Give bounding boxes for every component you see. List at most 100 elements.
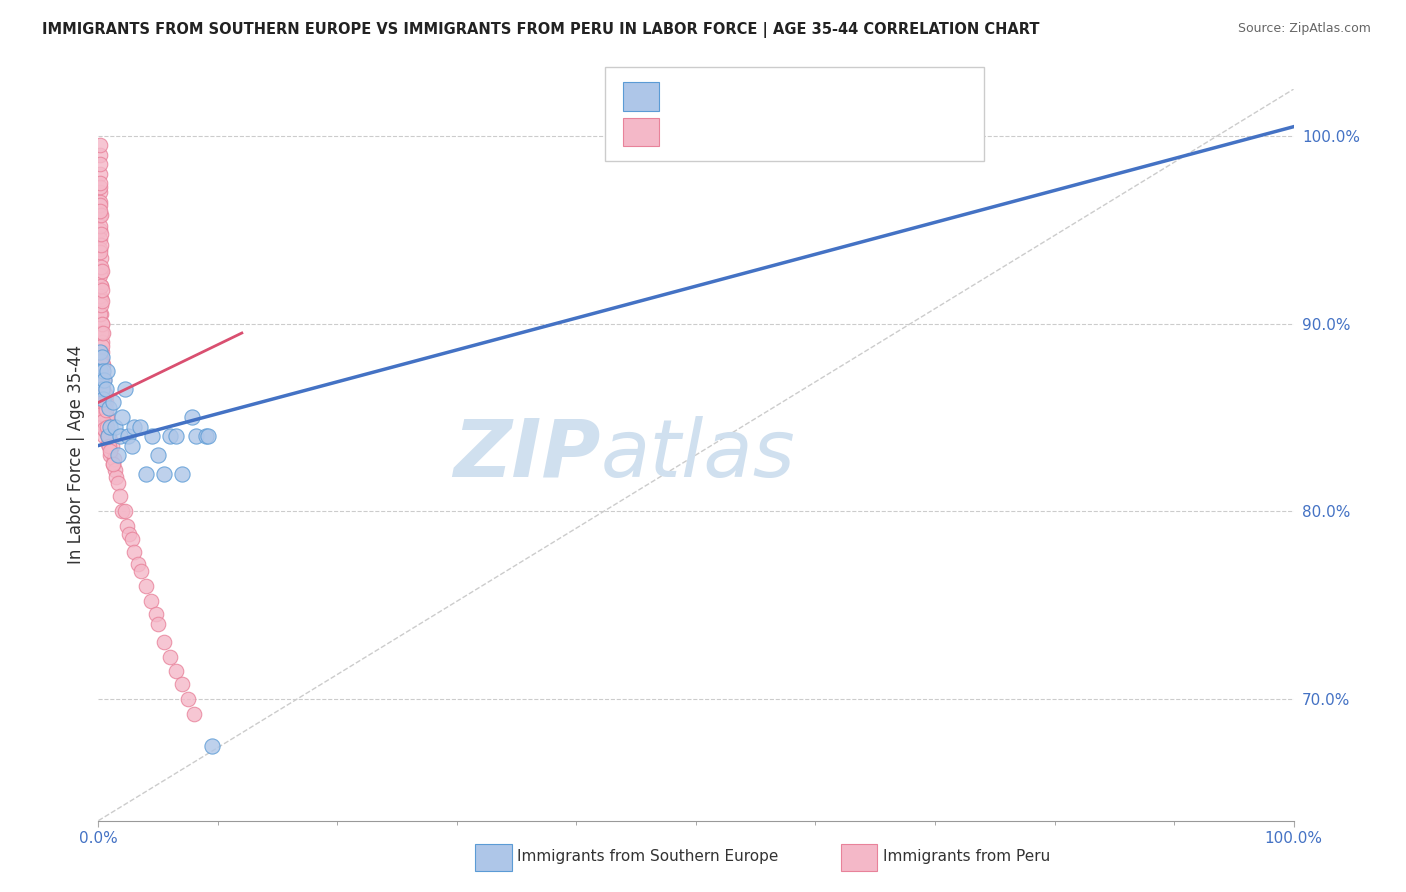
Point bbox=[90, 292, 112, 306]
Point bbox=[91, 392, 114, 406]
Point bbox=[94, 388, 117, 402]
Point bbox=[131, 564, 153, 578]
Point bbox=[94, 395, 117, 409]
Point bbox=[101, 395, 124, 409]
Point bbox=[93, 395, 115, 409]
Text: ZIP: ZIP bbox=[453, 416, 600, 494]
Point bbox=[89, 288, 111, 302]
Text: Source: ZipAtlas.com: Source: ZipAtlas.com bbox=[1237, 22, 1371, 36]
Point bbox=[89, 198, 111, 212]
Point bbox=[91, 392, 114, 406]
Point bbox=[89, 148, 111, 162]
Point bbox=[141, 429, 163, 443]
Point bbox=[201, 739, 224, 753]
Point bbox=[91, 326, 114, 340]
Point bbox=[121, 438, 143, 452]
Text: R =: R = bbox=[668, 125, 702, 139]
Point bbox=[165, 429, 187, 443]
Point bbox=[153, 635, 176, 649]
Point bbox=[90, 373, 112, 387]
Point bbox=[89, 363, 111, 377]
Point bbox=[93, 395, 115, 409]
Point bbox=[91, 363, 114, 377]
Point bbox=[98, 433, 122, 447]
Text: atlas: atlas bbox=[600, 416, 796, 494]
Point bbox=[89, 245, 111, 260]
Point bbox=[153, 467, 176, 481]
Point bbox=[97, 429, 120, 443]
Point bbox=[90, 251, 112, 265]
Point bbox=[91, 294, 114, 309]
Point bbox=[114, 382, 136, 396]
Point bbox=[91, 317, 114, 331]
Point bbox=[91, 380, 114, 394]
Point bbox=[180, 410, 202, 425]
Point bbox=[89, 208, 111, 222]
Point bbox=[93, 407, 115, 421]
Point bbox=[91, 344, 114, 359]
Point bbox=[96, 419, 118, 434]
Point bbox=[90, 208, 112, 222]
Point bbox=[129, 419, 152, 434]
Point bbox=[104, 419, 127, 434]
Point bbox=[91, 369, 114, 384]
Point bbox=[91, 358, 114, 372]
Point bbox=[89, 204, 111, 219]
Point bbox=[98, 429, 121, 443]
Point bbox=[89, 194, 111, 209]
Point bbox=[89, 268, 111, 282]
Text: N =: N = bbox=[773, 125, 807, 139]
Point bbox=[90, 298, 112, 312]
Text: 0.303: 0.303 bbox=[707, 125, 755, 139]
Point bbox=[98, 438, 121, 452]
Point bbox=[93, 373, 115, 387]
Point bbox=[127, 557, 149, 571]
Point bbox=[91, 351, 114, 365]
Point bbox=[100, 438, 122, 452]
Point bbox=[90, 279, 112, 293]
Point bbox=[89, 242, 111, 256]
Point bbox=[117, 429, 139, 443]
Text: N =: N = bbox=[773, 89, 807, 103]
Point bbox=[89, 344, 111, 359]
Point bbox=[91, 407, 114, 421]
Point bbox=[104, 463, 127, 477]
Point bbox=[108, 429, 131, 443]
Point bbox=[97, 436, 120, 450]
Point bbox=[93, 422, 115, 436]
Point bbox=[105, 470, 128, 484]
Point bbox=[90, 264, 112, 278]
Point bbox=[107, 476, 129, 491]
Text: 0.417: 0.417 bbox=[707, 89, 755, 103]
Point bbox=[172, 467, 194, 481]
Point bbox=[186, 429, 208, 443]
Point bbox=[91, 339, 114, 353]
Point bbox=[91, 317, 114, 331]
Point bbox=[97, 429, 120, 443]
Point bbox=[90, 260, 112, 275]
Point bbox=[135, 579, 157, 593]
Point bbox=[94, 410, 117, 425]
Text: 35: 35 bbox=[813, 89, 834, 103]
Point bbox=[89, 388, 111, 402]
Point bbox=[94, 382, 117, 396]
Point bbox=[148, 616, 170, 631]
Point bbox=[90, 279, 112, 293]
Point bbox=[98, 401, 121, 415]
Point bbox=[89, 307, 111, 321]
Point bbox=[90, 373, 112, 387]
Point bbox=[98, 419, 122, 434]
Point bbox=[103, 451, 125, 466]
Point bbox=[114, 504, 136, 518]
Text: IMMIGRANTS FROM SOUTHERN EUROPE VS IMMIGRANTS FROM PERU IN LABOR FORCE | AGE 35-: IMMIGRANTS FROM SOUTHERN EUROPE VS IMMIG… bbox=[42, 22, 1039, 38]
Point bbox=[101, 458, 124, 472]
Point bbox=[89, 167, 111, 181]
Point bbox=[108, 489, 131, 503]
Point bbox=[94, 403, 117, 417]
Point bbox=[98, 448, 122, 462]
Text: 104: 104 bbox=[813, 125, 845, 139]
Point bbox=[172, 677, 194, 691]
Point bbox=[197, 429, 219, 443]
Point bbox=[91, 283, 114, 297]
Point bbox=[111, 410, 134, 425]
